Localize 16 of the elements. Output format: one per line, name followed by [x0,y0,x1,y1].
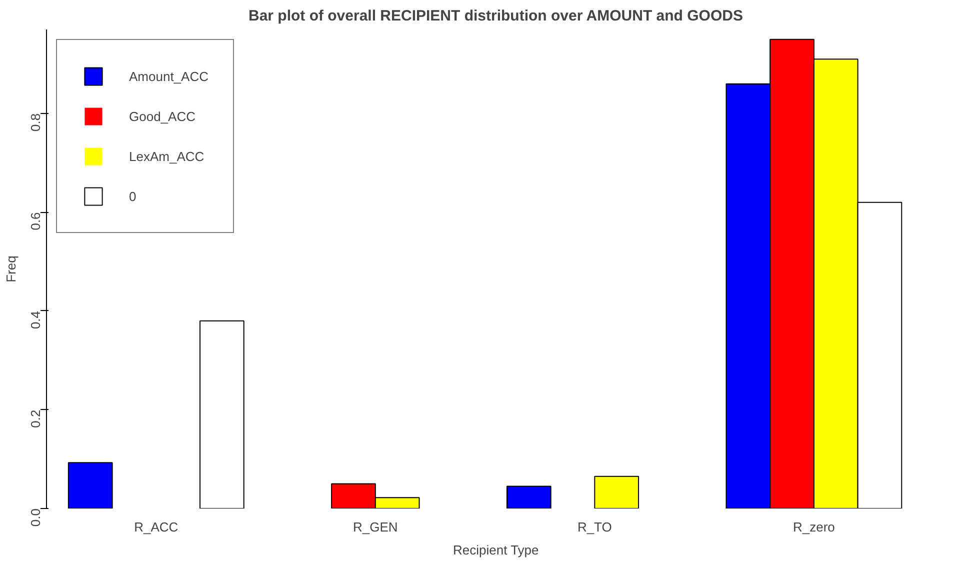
x-tick-label: R_TO [577,520,612,534]
y-tick-label: 0.2 [28,410,43,428]
y-tick-label: 0.8 [28,113,43,132]
x-tick-label: R_ACC [134,520,178,534]
x-axis-title: Recipient Type [453,542,539,558]
x-tick-label: R_zero [792,520,835,534]
y-axis-title: Freq [4,256,18,282]
y-tick-label: 0.0 [28,508,43,527]
legend-label: 0 [129,188,138,204]
chart-title: Bar plot of overall RECIPIENT distribution over AMOUNT and GOODS [248,8,743,24]
legend-label: LexAm_ACC [129,148,204,164]
y-tick-label: 0.4 [28,310,43,330]
legend-label: Amount_ACC [129,68,208,84]
legend-label: Good_ACC [129,108,196,124]
x-tick-label: R_GEN [353,520,398,534]
y-tick-label: 0.6 [28,212,43,230]
